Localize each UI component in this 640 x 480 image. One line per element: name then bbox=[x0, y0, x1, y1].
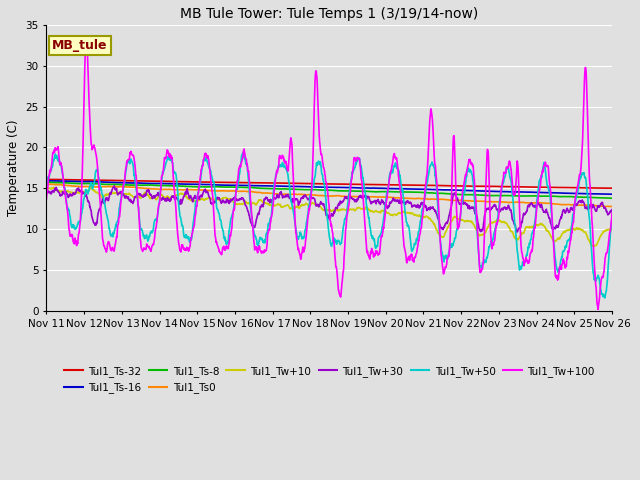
Legend: Tul1_Ts-32, Tul1_Ts-16, Tul1_Ts-8, Tul1_Ts0, Tul1_Tw+10, Tul1_Tw+30, Tul1_Tw+50,: Tul1_Ts-32, Tul1_Ts-16, Tul1_Ts-8, Tul1_… bbox=[60, 362, 598, 397]
Text: MB_tule: MB_tule bbox=[52, 39, 108, 52]
Y-axis label: Temperature (C): Temperature (C) bbox=[7, 120, 20, 216]
Title: MB Tule Tower: Tule Temps 1 (3/19/14-now): MB Tule Tower: Tule Temps 1 (3/19/14-now… bbox=[180, 7, 478, 21]
